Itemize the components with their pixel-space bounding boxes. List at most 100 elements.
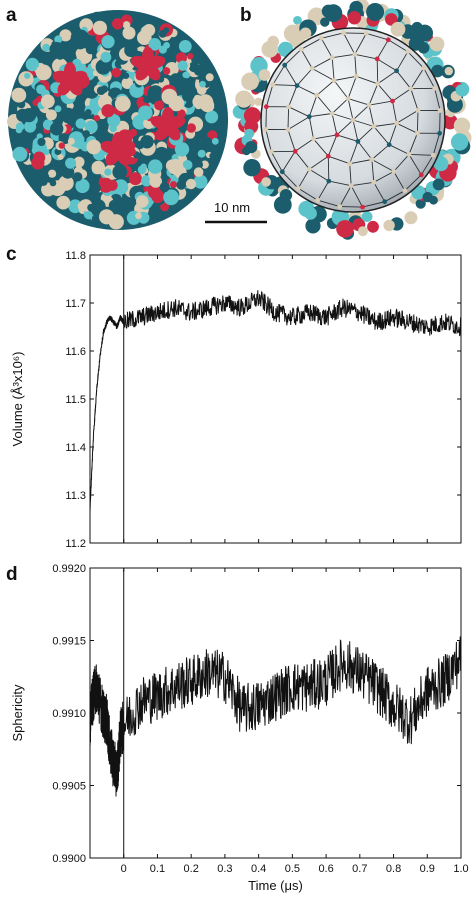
mesh-edge: [410, 88, 419, 111]
volume-chart: 11.2 11.3 11.4 11.5 11.6 11.7 11.8 Volume (Å³x1…: [10, 250, 462, 550]
mesh-edge: [368, 105, 375, 127]
protein-blob: [455, 84, 468, 96]
protein-blob: [209, 152, 216, 160]
x-axis-label: Time (μs): [248, 878, 303, 893]
protein-blob: [431, 64, 444, 78]
mesh-vertex: [341, 30, 346, 36]
mesh-edge: [357, 141, 373, 160]
mesh-vertex: [264, 104, 269, 110]
protein-blob: [136, 195, 149, 208]
mesh-edge: [392, 88, 412, 102]
protein-blob: [73, 172, 83, 182]
protein-blob: [244, 128, 255, 139]
protein-blob: [101, 104, 115, 118]
mesh-edge: [272, 84, 298, 87]
protein-blob: [141, 175, 153, 187]
protein-blob: [68, 199, 83, 214]
protein-blob: [196, 85, 207, 95]
protein-blob: [32, 99, 40, 106]
protein-blob: [100, 51, 112, 63]
mesh-edge: [300, 37, 322, 50]
protein-blob: [197, 149, 206, 158]
mesh-vertex: [350, 117, 356, 123]
x-tick-label: 0.4: [251, 863, 266, 875]
mesh-edge: [352, 104, 370, 121]
scale-bar-label: 10 nm: [214, 200, 251, 215]
mesh-edge: [369, 100, 393, 106]
mesh-edge: [347, 98, 370, 106]
mesh-vertex: [352, 51, 358, 57]
protein-blob: [93, 115, 100, 122]
mesh-vertex: [286, 104, 291, 110]
mesh-vertex: [268, 149, 274, 155]
mesh-edge: [265, 106, 267, 130]
mesh-vertex: [309, 66, 315, 71]
protein-blob: [49, 179, 57, 187]
protein-blob: [101, 35, 115, 49]
mesh-edge: [287, 106, 290, 130]
protein-blob: [415, 198, 426, 209]
mesh-edge: [265, 129, 272, 152]
protein-blob: [176, 180, 186, 190]
mesh-edge: [343, 32, 367, 34]
protein-blob: [109, 124, 117, 133]
y-tick-label: 0.9920: [52, 563, 86, 575]
protein-blob: [162, 67, 171, 75]
mesh-edge: [296, 68, 313, 86]
protein-blob: [154, 100, 165, 111]
mesh-edge: [377, 70, 397, 85]
mesh-edge: [331, 57, 335, 81]
protein-blob: [383, 219, 395, 232]
protein-blob: [390, 21, 406, 37]
protein-blob: [177, 60, 188, 71]
protein-blob: [235, 90, 253, 108]
x-tick-label: 1.0: [453, 863, 468, 875]
mesh-edge: [349, 141, 359, 164]
protein-blob: [43, 148, 50, 156]
protein-blob: [336, 220, 354, 238]
mesh-vertex: [418, 172, 424, 178]
protein-blob: [137, 30, 152, 45]
y-tick-label: 11.3: [65, 490, 86, 502]
x-tick-label: 0: [121, 863, 127, 875]
protein-blob: [37, 137, 46, 147]
mesh-edge: [416, 110, 419, 134]
mesh-edge: [423, 67, 436, 89]
protein-blob: [24, 120, 37, 133]
mesh-vertex: [374, 56, 380, 62]
mesh-edge: [354, 53, 378, 60]
pentamer-center: [140, 57, 156, 73]
x-tick-label: 0.6: [318, 863, 333, 875]
protein-blob: [205, 73, 214, 82]
protein-blob: [82, 130, 90, 138]
mesh-vertex: [325, 153, 331, 159]
mesh-edge: [362, 201, 385, 208]
protein-blob: [122, 72, 130, 80]
protein-blob: [54, 49, 66, 60]
mesh-edge: [388, 123, 398, 145]
protein-blob: [112, 18, 124, 30]
mesh-edge: [308, 95, 318, 117]
protein-blob: [28, 167, 41, 180]
y-tick-label: 0.9905: [52, 781, 86, 793]
mesh-vertex: [355, 139, 361, 144]
mesh-edge: [317, 180, 330, 201]
pentamer-center: [110, 142, 126, 158]
protein-blob: [243, 159, 261, 177]
mesh-edge: [297, 168, 310, 189]
mesh-edge: [357, 126, 375, 142]
protein-blob: [128, 172, 142, 186]
mesh-edge: [377, 83, 393, 102]
mesh-edge: [309, 113, 333, 118]
protein-blob: [366, 3, 385, 21]
mesh-edge: [351, 181, 374, 187]
protein-blob: [143, 95, 152, 104]
mesh-vertex: [282, 62, 288, 68]
protein-blob: [45, 109, 57, 121]
y-axis-label: Sphericity: [10, 684, 25, 742]
protein-blob: [185, 178, 197, 190]
protein-blob: [73, 156, 85, 168]
mesh-vertex: [386, 142, 392, 148]
data-series-line: [89, 636, 462, 797]
